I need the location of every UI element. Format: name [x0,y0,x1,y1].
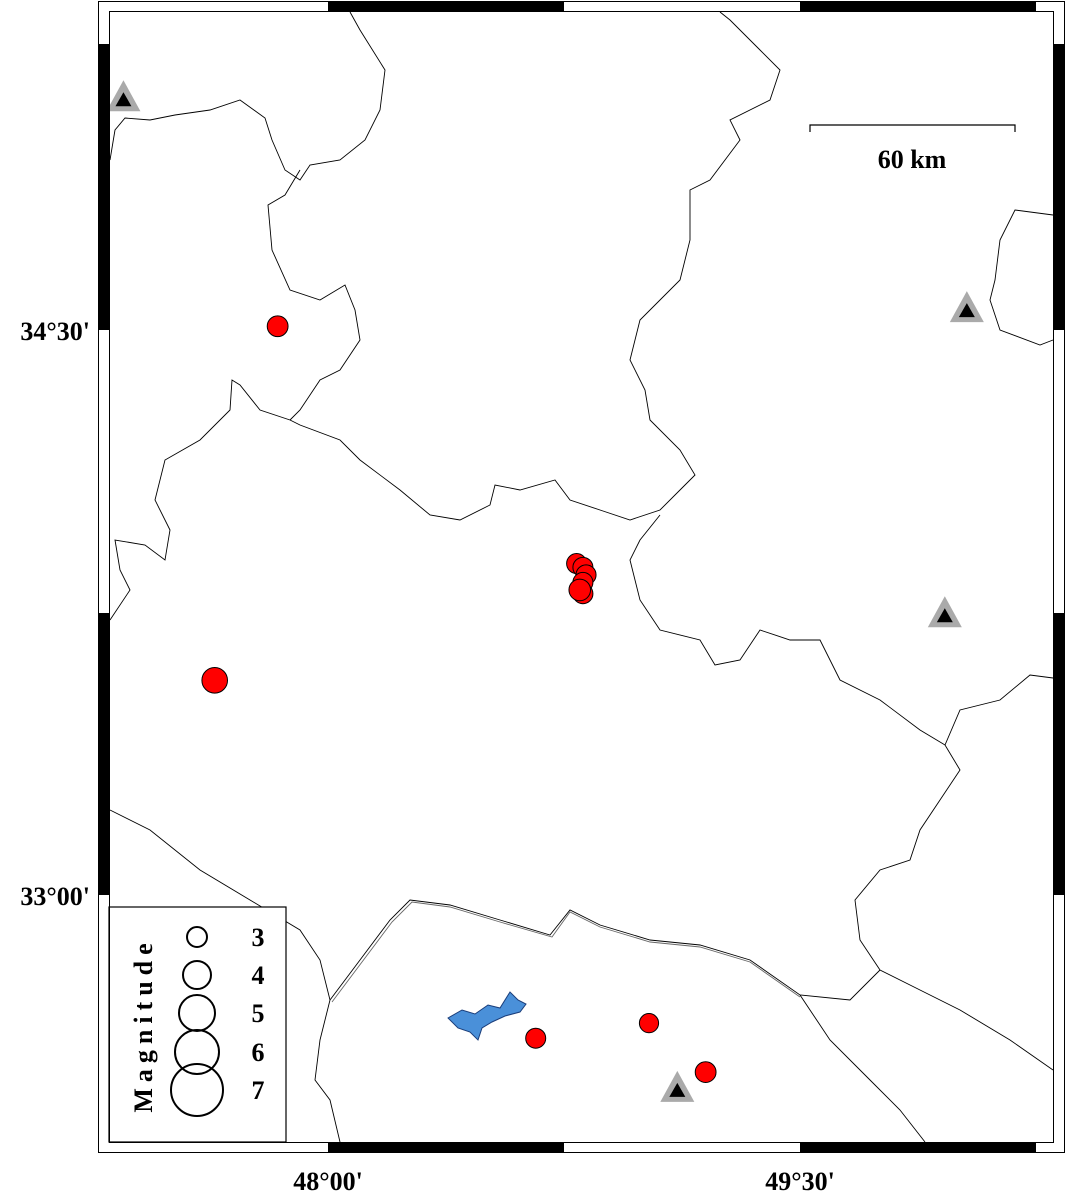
legend-mag-7: 7 [252,1076,265,1105]
lon-label-48-00: 48°00' [293,1167,363,1192]
map-frame: 48°00' 49°30' 34°30' 33°00' [20,1,1065,1192]
earthquake-event [638,1013,660,1034]
boundary-line [799,994,926,1143]
lon-label-49-30: 49°30' [765,1167,835,1192]
lat-label-34-30: 34°30' [20,317,90,346]
boundary-line [989,209,1054,346]
legend-circle-3 [186,926,208,948]
legend-mag-3: 3 [252,923,265,952]
stations-layer [106,80,984,1102]
scale-bar: 60 km [809,124,1016,174]
boundary-line [289,11,781,521]
legend-mag-5: 5 [252,999,265,1028]
seismic-station-icon [660,1070,695,1102]
scale-bar-label: 60 km [878,145,947,174]
lat-label-33-00: 33°00' [20,882,90,911]
legend-circle-6 [174,1029,220,1075]
boundary-line [267,169,361,421]
boundary-line [109,809,341,1143]
earthquake-event [694,1061,717,1083]
earthquake-event [266,315,289,338]
boundary-line [109,379,291,621]
legend-mag-6: 6 [252,1038,265,1067]
earthquake-event [525,1027,547,1049]
boundary-line [329,899,881,1001]
events-layer [201,315,717,1083]
boundary-line [109,11,386,181]
earthquake-event [201,667,229,694]
seismic-station-icon [927,596,962,628]
earthquake-event [568,578,592,602]
province-boundaries [109,11,1054,1143]
boundary-line [331,901,801,1003]
boundary-line [629,514,1054,746]
legend-mag-4: 4 [252,961,265,990]
seismic-station-icon [106,80,141,112]
legend-circle-4 [182,960,212,990]
boundary-line [854,744,1054,1071]
seismic-station-icon [949,291,984,323]
legend: Magnitude 3 4 5 6 7 [108,906,287,1143]
legend-title: Magnitude [129,937,158,1112]
lake [447,991,527,1041]
legend-circle-7 [170,1063,224,1117]
